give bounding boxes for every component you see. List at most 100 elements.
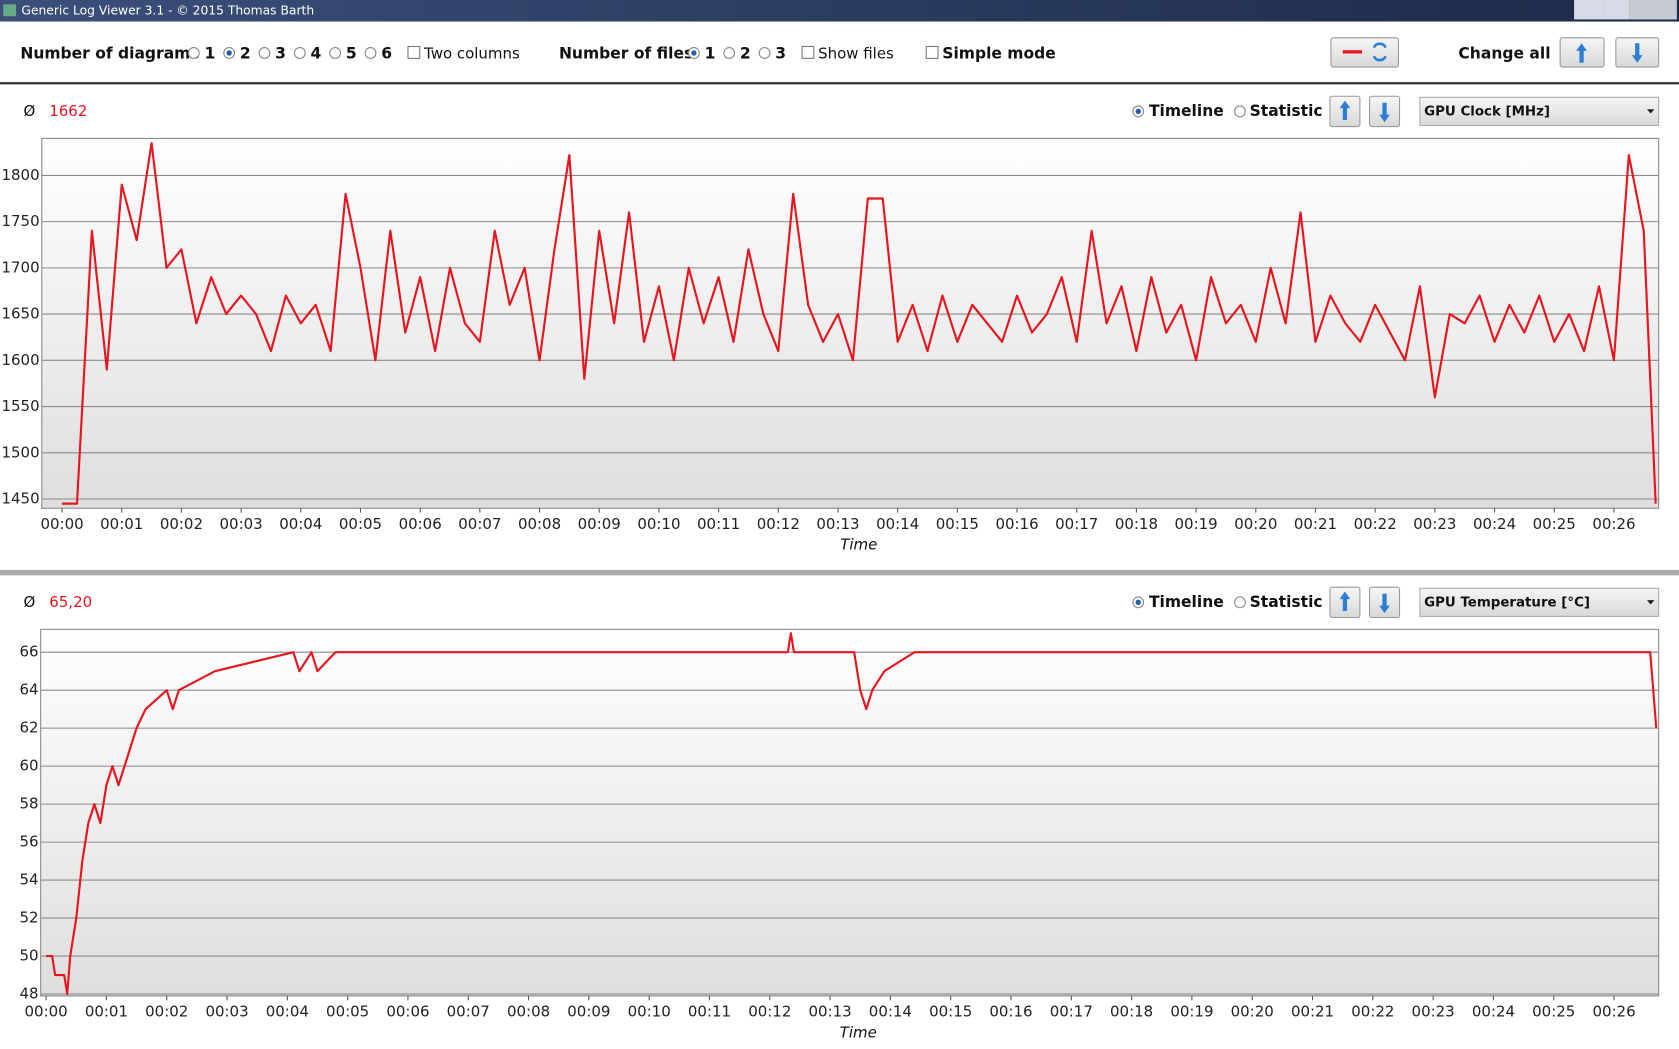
- x-tick-label: 00:10: [628, 1003, 671, 1021]
- x-tick-label: 00:03: [220, 515, 263, 533]
- x-tick-label: 00:23: [1412, 1003, 1455, 1021]
- y-tick-label: 60: [19, 757, 38, 775]
- y-tick-label: 56: [19, 833, 38, 851]
- diagrams-label: Number of diagrams: [20, 45, 199, 63]
- x-tick-label: 00:11: [688, 1003, 731, 1021]
- up-icon: [1339, 591, 1351, 611]
- window-title: Generic Log Viewer 3.1 - © 2015 Thomas B…: [21, 3, 314, 17]
- y-tick-label: 62: [19, 719, 38, 737]
- y-tick-label: 50: [19, 947, 38, 965]
- timeline-label: Timeline: [1149, 102, 1224, 120]
- statistic-radio[interactable]: [1234, 596, 1246, 609]
- diagram-radio[interactable]: [293, 47, 306, 59]
- channel-dropdown[interactable]: [1419, 587, 1660, 617]
- toolbar: [0, 21, 1679, 84]
- x-tick-label: 00:13: [816, 515, 859, 533]
- channel-name: GPU Temperature [°C]: [1424, 595, 1590, 610]
- x-tick-label: 00:02: [145, 1003, 188, 1021]
- timeline-label: Timeline: [1149, 593, 1224, 611]
- x-tick-label: 00:20: [1234, 515, 1277, 533]
- color-swap-button[interactable]: [1330, 37, 1400, 68]
- x-tick-label: 00:10: [637, 515, 680, 533]
- x-tick-label: 00:26: [1592, 1003, 1635, 1021]
- up-icon: [1339, 100, 1351, 121]
- diagram-option: 2: [240, 45, 251, 63]
- y-tick-label: 1550: [2, 397, 40, 415]
- diagram-radio[interactable]: [329, 47, 342, 59]
- x-tick-label: 00:19: [1170, 1003, 1213, 1021]
- swap-icon: [1372, 42, 1387, 62]
- x-tick-label: 00:22: [1354, 515, 1397, 533]
- channel-dropdown[interactable]: [1419, 96, 1660, 126]
- statistic-radio[interactable]: [1234, 105, 1246, 118]
- diagram-radio[interactable]: [364, 47, 377, 59]
- dropdown-arrow: [1646, 600, 1655, 605]
- two-columns-checkbox[interactable]: [407, 45, 421, 59]
- x-tick-label: 00:16: [989, 1003, 1032, 1021]
- x-tick-label: 00:17: [1055, 515, 1098, 533]
- y-tick-label: 52: [19, 909, 38, 927]
- simple-mode-checkbox[interactable]: [925, 45, 939, 59]
- x-tick-label: 00:00: [25, 1003, 68, 1021]
- x-tick-label: 00:19: [1175, 515, 1218, 533]
- x-tick-label: 00:07: [447, 1003, 490, 1021]
- x-tick-label: 00:25: [1533, 515, 1576, 533]
- channel-name: GPU Clock [MHz]: [1424, 104, 1550, 119]
- x-tick-label: 00:09: [578, 515, 621, 533]
- x-tick-label: 00:17: [1050, 1003, 1093, 1021]
- diagram-radio-dot: [226, 50, 232, 56]
- file-option: 3: [775, 45, 786, 63]
- diagram-radio[interactable]: [187, 47, 200, 59]
- x-tick-label: 00:13: [809, 1003, 852, 1021]
- file-radio[interactable]: [758, 47, 771, 59]
- timeline-radio-dot: [1135, 108, 1141, 115]
- plot-area: [40, 628, 1660, 997]
- x-tick-label: 00:05: [326, 1003, 369, 1021]
- x-tick-label: 00:24: [1473, 515, 1516, 533]
- diagram-option: 5: [346, 45, 357, 63]
- x-tick-label: 00:18: [1110, 1003, 1153, 1021]
- x-tick-label: 00:15: [936, 515, 979, 533]
- file-option: 2: [740, 45, 751, 63]
- up-icon: [1576, 43, 1587, 63]
- y-tick-label: 1700: [2, 258, 40, 276]
- down-icon: [1379, 593, 1390, 614]
- two-columns-label: Two columns: [423, 45, 520, 63]
- y-tick-label: 58: [19, 795, 38, 813]
- diagram-option: 3: [275, 45, 286, 63]
- diagram-radio[interactable]: [258, 47, 271, 59]
- x-axis-label: Time: [840, 535, 877, 553]
- x-tick-label: 00:24: [1472, 1003, 1515, 1021]
- minimize-button[interactable]: [1574, 0, 1605, 20]
- statistic-label: Statistic: [1250, 593, 1323, 611]
- x-tick-label: 00:18: [1115, 515, 1158, 533]
- file-radio[interactable]: [723, 47, 736, 59]
- x-tick-label: 00:09: [567, 1003, 610, 1021]
- x-tick-label: 00:15: [929, 1003, 972, 1021]
- y-tick-label: 1800: [2, 166, 40, 184]
- file-radio-dot: [691, 50, 697, 56]
- simple-mode-label: Simple mode: [942, 45, 1055, 63]
- x-tick-label: 00:21: [1291, 1003, 1334, 1021]
- diagram-option: 6: [381, 45, 392, 63]
- y-tick-label: 1450: [2, 489, 40, 507]
- close-button[interactable]: [1629, 0, 1677, 20]
- show-files-label: Show files: [818, 45, 894, 63]
- change-all-label: Change all: [1458, 45, 1550, 63]
- maximize-button[interactable]: [1604, 0, 1630, 20]
- x-tick-label: 00:23: [1413, 515, 1456, 533]
- files-label: Number of files: [559, 45, 693, 63]
- diagram-option: 1: [205, 45, 216, 63]
- y-tick-label: 64: [19, 681, 38, 699]
- y-tick-label: 48: [19, 985, 38, 1003]
- x-tick-label: 00:14: [869, 1003, 912, 1021]
- x-tick-label: 00:07: [458, 515, 501, 533]
- average-symbol: Ø: [24, 102, 36, 120]
- x-tick-label: 00:00: [40, 515, 83, 533]
- show-files-checkbox[interactable]: [801, 45, 815, 59]
- x-tick-label: 00:05: [339, 515, 382, 533]
- app-icon: [3, 4, 17, 17]
